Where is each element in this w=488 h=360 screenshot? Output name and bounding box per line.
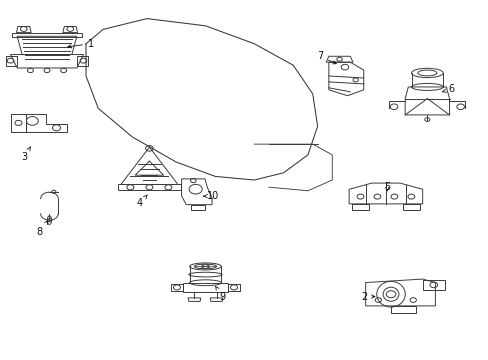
Text: 7: 7 — [316, 51, 336, 64]
Text: 10: 10 — [203, 191, 219, 201]
Text: 1: 1 — [68, 39, 94, 49]
Text: 5: 5 — [384, 182, 390, 192]
Text: 6: 6 — [442, 84, 454, 94]
Text: 9: 9 — [215, 286, 225, 302]
Text: 2: 2 — [360, 292, 374, 302]
Text: 8: 8 — [37, 221, 48, 237]
Text: 3: 3 — [21, 147, 31, 162]
Text: 4: 4 — [136, 195, 147, 208]
